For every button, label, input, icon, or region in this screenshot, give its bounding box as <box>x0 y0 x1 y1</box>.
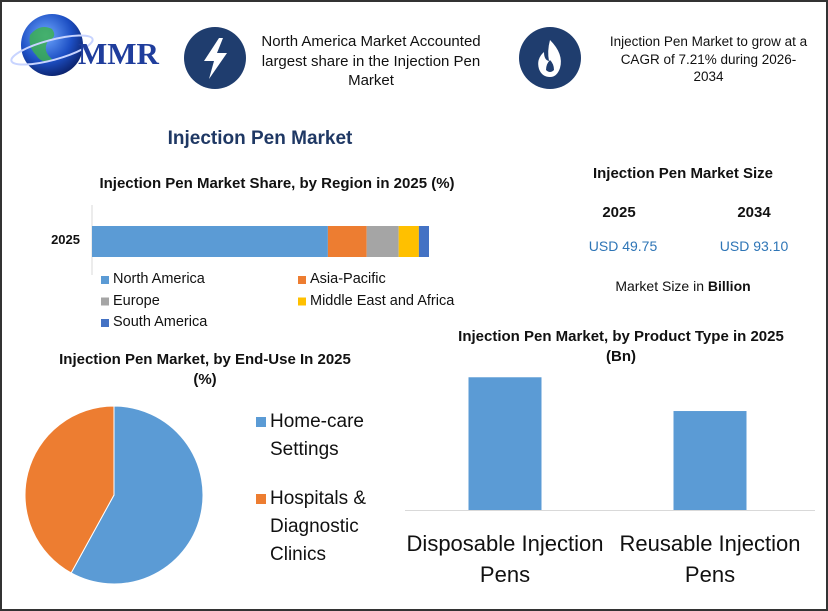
bar <box>673 411 747 510</box>
bar-segment <box>92 226 328 257</box>
size-title: Injection Pen Market Size <box>592 165 774 182</box>
legend-label: Middle East and Africa <box>310 292 455 309</box>
size-value: USD 93.10 <box>719 238 789 254</box>
highlight-text: North America Market Accounted largest s… <box>261 33 481 89</box>
size-year: 2034 <box>737 204 771 221</box>
legend-swatch <box>298 297 306 306</box>
size-note-unit: Billion <box>707 278 751 294</box>
chart-title: Injection Pen Market, by End-Use In 2025… <box>59 351 351 388</box>
legend-label: Hospitals & Diagnostic Clinics <box>270 488 367 565</box>
bar-segment <box>327 226 367 257</box>
logo-ring <box>10 34 94 66</box>
bar-segment <box>418 226 429 257</box>
x-tick-label: Reusable Injection Pens <box>619 531 801 587</box>
x-tick-label: Disposable Injection Pens <box>406 531 604 587</box>
legend-label: North America <box>113 271 205 287</box>
bar <box>468 377 542 510</box>
legend-label: Europe <box>113 292 160 309</box>
lightning-icon <box>204 38 227 79</box>
highlight-text: Injection Pen Market to grow at a CAGR o… <box>609 34 808 85</box>
size-value: USD 49.75 <box>588 238 658 254</box>
legend-swatch <box>101 297 109 306</box>
main-title: Injection Pen Market <box>167 128 353 149</box>
legend-label: Asia-Pacific <box>310 271 386 287</box>
size-year: 2025 <box>602 204 636 221</box>
pie-slice <box>24 405 115 574</box>
pie-slice <box>70 405 204 585</box>
fire-icon-inner <box>546 60 554 72</box>
bar-segment <box>366 226 399 257</box>
legend-swatch <box>101 276 109 284</box>
logo-land <box>29 27 55 62</box>
fire-icon <box>538 40 561 77</box>
bar-segment <box>398 226 419 257</box>
legend-swatch <box>298 276 306 284</box>
size-note: Market Size in Billion <box>553 277 813 295</box>
logo-text: MMR <box>78 36 159 71</box>
chart-title: Injection Pen Market, by Product Type in… <box>458 328 784 365</box>
legend-swatch <box>256 494 266 504</box>
legend-swatch <box>101 319 109 327</box>
chart-title: Injection Pen Market Share, by Region in… <box>99 175 455 192</box>
legend-label: Home-care Settings <box>270 411 364 460</box>
legend-label: South America <box>113 314 208 330</box>
legend-swatch <box>256 417 266 427</box>
size-note-text: Market Size in <box>615 278 705 294</box>
y-tick-label: 2025 <box>51 232 80 247</box>
